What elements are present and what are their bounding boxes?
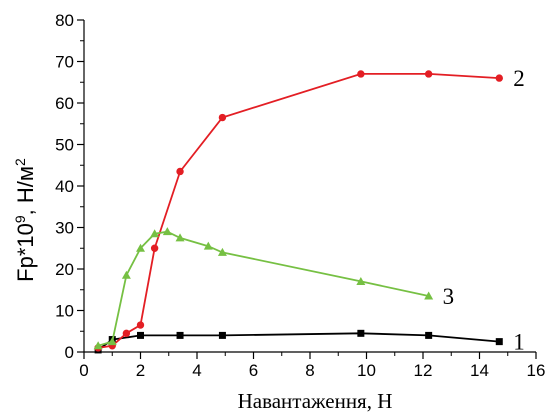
y-tick-label: 70 [55, 53, 74, 72]
series-2-point [136, 321, 145, 329]
series-1-point [137, 331, 144, 339]
series-3: 3 [93, 227, 455, 350]
y-tick-label: 0 [65, 343, 74, 362]
series-3-label: 3 [443, 284, 455, 309]
series-2-label: 2 [513, 66, 525, 91]
series-2-point [150, 244, 159, 252]
y-tick-label: 60 [55, 94, 74, 113]
series-2-line [97, 73, 500, 349]
y-tick-label: 50 [55, 136, 74, 155]
series-3-point [175, 233, 185, 242]
x-tick-label: 16 [527, 361, 546, 380]
y-tick-label: 80 [55, 11, 74, 30]
x-tick-label: 14 [470, 361, 489, 380]
series-2-point [424, 70, 433, 78]
series-3-point [217, 247, 227, 256]
series-1-label: 1 [513, 330, 525, 355]
series-1-point [218, 331, 226, 339]
series-1-point [425, 331, 433, 339]
series-1-line [97, 332, 500, 351]
series-3-point [136, 243, 145, 252]
series-2-point [176, 167, 184, 176]
x-tick-label: 2 [136, 361, 145, 380]
y-axis-title-unit-exp: 2 [12, 158, 28, 166]
x-axis-title: Навантаження, Н [238, 389, 393, 413]
series-2-point [218, 113, 227, 122]
series-2-point [122, 329, 131, 338]
series-1: 1 [94, 329, 525, 355]
series-2-point [495, 74, 503, 82]
y-axis-title-unit: , Н/м [13, 166, 38, 215]
series-2-point [357, 70, 365, 78]
series-3-point [150, 229, 160, 238]
series-1-point [176, 331, 184, 339]
x-tick-label: 10 [357, 361, 376, 380]
x-tick-label: 12 [414, 361, 433, 380]
series-1-point [495, 338, 503, 346]
series-3-point [121, 270, 131, 279]
series-layer: 1 2 3 [93, 66, 525, 355]
x-tick-label: 8 [305, 361, 314, 380]
series-2: 2 [94, 66, 525, 352]
series-3-point [107, 337, 117, 346]
x-tick-label: 0 [79, 361, 88, 380]
series-3-point [203, 241, 213, 250]
series-3-point [424, 291, 434, 300]
y-axis-title: Fp*109, Н/м2 [12, 158, 38, 282]
y-axis-title-exp: 9 [12, 215, 28, 223]
x-tick-label: 6 [249, 361, 258, 380]
y-tick-label: 20 [55, 260, 74, 279]
series-3-point [356, 276, 366, 285]
y-axis-title-base: Fp*10 [13, 223, 38, 282]
series-1-point [357, 329, 365, 337]
y-tick-label: 40 [55, 177, 74, 196]
series-3-point [162, 227, 172, 236]
x-tick-label: 4 [192, 361, 201, 380]
y-tick-label: 30 [55, 219, 74, 238]
y-tick-label: 10 [55, 302, 74, 321]
series-3-point [93, 341, 103, 350]
